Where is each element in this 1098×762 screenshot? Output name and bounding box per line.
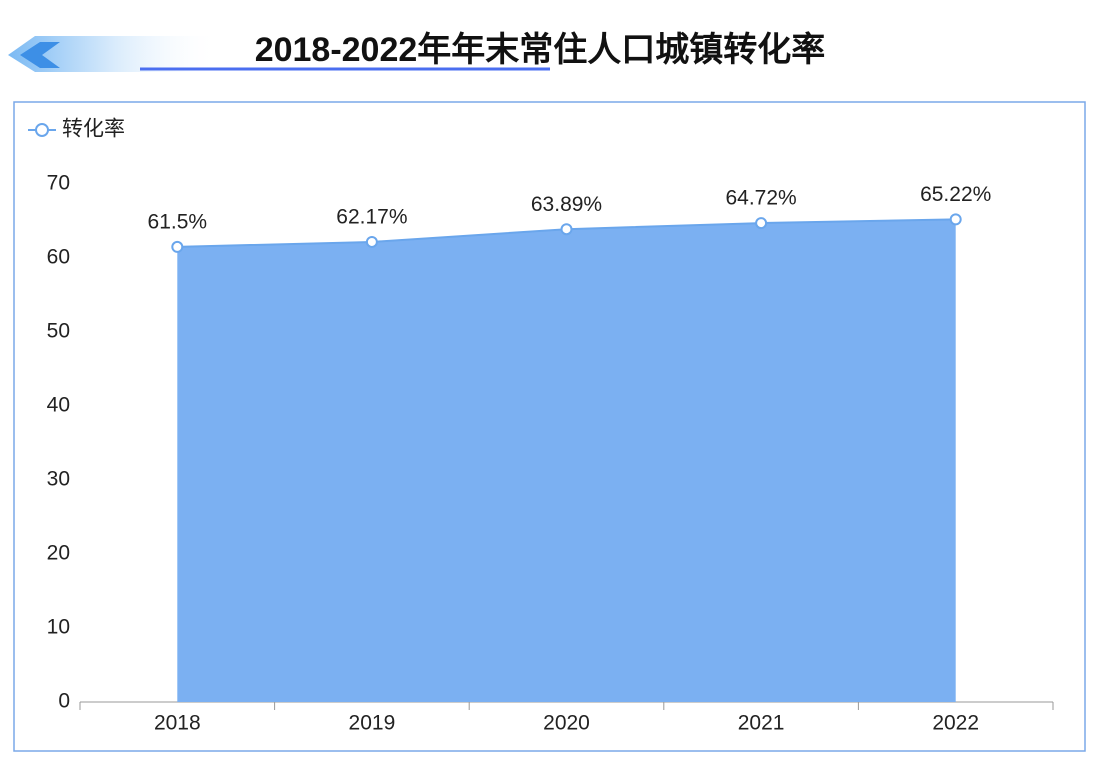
- y-tick-label: 60: [47, 246, 70, 269]
- legend-label: 转化率: [62, 118, 125, 141]
- x-tick-label: 2020: [543, 712, 590, 735]
- point: [171, 240, 184, 253]
- data-label: 64.72%: [725, 187, 796, 210]
- x-tick-label: 2021: [738, 712, 785, 735]
- chart-title: 2018-2022年年末常住人口城镇转化率: [255, 31, 826, 69]
- y-tick-label: 0: [58, 690, 70, 713]
- point: [560, 223, 573, 236]
- y-tick-label: 70: [47, 172, 70, 195]
- data-label: 61.5%: [148, 210, 208, 233]
- point: [755, 217, 768, 230]
- y-tick-label: 50: [47, 320, 70, 343]
- x-tick-label: 2018: [154, 712, 201, 735]
- data-label: 62.17%: [336, 205, 407, 228]
- x-tick-label: 2019: [349, 712, 396, 735]
- y-tick-label: 10: [47, 616, 70, 639]
- area-fill: [177, 219, 956, 702]
- y-tick-label: 30: [47, 468, 70, 491]
- y-tick-label: 20: [47, 542, 70, 565]
- data-label: 63.89%: [531, 193, 602, 216]
- title-banner: [8, 36, 550, 72]
- data-label: 65.22%: [920, 183, 991, 206]
- legend-marker: [35, 123, 49, 137]
- legend: 转化率: [28, 118, 125, 141]
- chart-frame: [13, 101, 1086, 752]
- point: [365, 235, 378, 248]
- y-tick-label: 40: [47, 394, 70, 417]
- point: [949, 213, 962, 226]
- x-tick-label: 2022: [932, 712, 979, 735]
